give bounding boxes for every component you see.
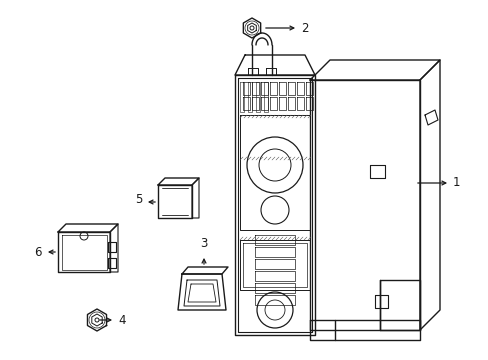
Text: 4: 4 [118, 314, 125, 327]
Text: 2: 2 [301, 22, 308, 35]
Text: 3: 3 [200, 237, 207, 250]
Text: 6: 6 [35, 246, 42, 258]
Text: 1: 1 [452, 176, 460, 189]
Text: 5: 5 [134, 193, 142, 207]
